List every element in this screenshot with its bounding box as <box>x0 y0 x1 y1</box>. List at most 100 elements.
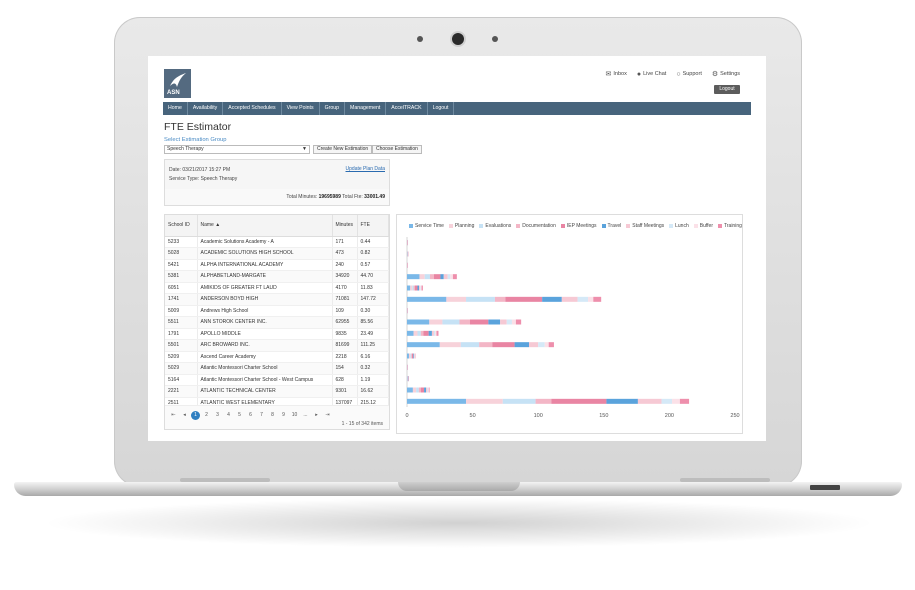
bar-segment[interactable] <box>506 319 512 325</box>
page-number-button[interactable]: 7 <box>260 412 263 418</box>
bar-segment[interactable] <box>428 387 430 393</box>
bar-segment[interactable] <box>502 398 536 404</box>
live-chat-link[interactable]: ● Live Chat <box>637 70 666 78</box>
bar-segment[interactable] <box>452 274 457 280</box>
nav-view-points[interactable]: View Points <box>282 102 320 115</box>
table-row[interactable]: 2221 ATLANTIC TECHNICAL CENTER 9301 16.62 <box>165 385 389 398</box>
col-fte[interactable]: FTE <box>357 215 389 237</box>
table-row[interactable]: 5209 Ascend Career Academy 2218 6.16 <box>165 351 389 363</box>
nav-home[interactable]: Home <box>163 102 188 115</box>
bar-segment[interactable] <box>593 296 602 302</box>
table-row[interactable]: 5501 ARC BROWARD INC. 81699 111.25 <box>165 339 389 352</box>
page-number-button[interactable]: 2 <box>205 412 208 418</box>
table-row[interactable]: 6051 AMIKIDS OF GREATER FT LAUD 4170 11.83 <box>165 282 389 294</box>
bar-segment[interactable] <box>407 285 411 291</box>
bar-segment[interactable] <box>420 285 422 291</box>
page-number-button[interactable]: 3 <box>216 412 219 418</box>
table-row[interactable]: 5381 ALPHABETLAND-MARGATE 34920 44.70 <box>165 270 389 283</box>
table-row[interactable]: 5164 Atlantic Montessori Charter School -… <box>165 374 389 386</box>
col-school-id[interactable]: School ID <box>165 215 198 237</box>
bar-segment[interactable] <box>661 398 673 404</box>
col-name[interactable]: Name ▲ <box>197 215 333 237</box>
legend-item[interactable]: Staff Meetings <box>626 223 664 229</box>
bar-segment[interactable] <box>588 296 594 302</box>
estimation-group-select[interactable]: Speech Therapy ▼ <box>164 145 310 154</box>
bar-segment[interactable] <box>460 342 480 348</box>
bar-segment[interactable] <box>431 330 434 336</box>
bar-segment[interactable] <box>419 274 425 280</box>
bar-segment[interactable] <box>459 319 470 325</box>
settings-link[interactable]: ⚙ Settings <box>712 70 740 78</box>
nav-group[interactable]: Group <box>320 102 345 115</box>
bar-segment[interactable] <box>529 342 539 348</box>
bar-segment[interactable] <box>407 296 447 302</box>
bar-segment[interactable] <box>672 398 680 404</box>
bar-segment[interactable] <box>488 319 501 325</box>
bar-segment[interactable] <box>413 285 415 291</box>
page-number-button[interactable]: 9 <box>282 412 285 418</box>
bar-segment[interactable] <box>505 296 543 302</box>
table-row[interactable]: 5009 Andrews High School 109 0.30 <box>165 305 389 317</box>
bar-segment[interactable] <box>466 296 495 302</box>
bar-segment[interactable] <box>542 296 562 302</box>
bar-segment[interactable] <box>413 330 418 336</box>
bar-segment[interactable] <box>577 296 589 302</box>
bar-segment[interactable] <box>511 319 516 325</box>
bar-segment[interactable] <box>446 296 467 302</box>
logout-button[interactable]: Logout <box>714 85 740 94</box>
bar-segment[interactable] <box>427 387 429 393</box>
bar-segment[interactable] <box>469 319 489 325</box>
table-row[interactable]: 1741 ANDERSON BOYD HIGH 71081 147.72 <box>165 293 389 306</box>
prev-page-button[interactable]: ◂ <box>183 412 186 418</box>
bar-segment[interactable] <box>407 342 440 348</box>
bar-segment[interactable] <box>551 398 607 404</box>
bar-segment[interactable] <box>500 319 507 325</box>
table-row[interactable]: 5029 Atlantic Montessori Charter School 15… <box>165 362 389 375</box>
bar-segment[interactable] <box>429 274 434 280</box>
bar-segment[interactable] <box>424 387 427 393</box>
bar-segment[interactable] <box>407 330 414 336</box>
bar-segment[interactable] <box>637 398 662 404</box>
bar-segment[interactable] <box>514 342 530 348</box>
bar-segment[interactable] <box>492 342 515 348</box>
bar-segment[interactable] <box>407 387 413 393</box>
bar-segment[interactable] <box>410 285 413 291</box>
bar-segment[interactable] <box>428 387 429 393</box>
bar-segment[interactable] <box>412 387 417 393</box>
nav-accepted-schedules[interactable]: Accepted Schedules <box>223 102 282 115</box>
page-number-button[interactable]: 6 <box>249 412 252 418</box>
bar-segment[interactable] <box>416 387 419 393</box>
bar-segment[interactable] <box>420 330 424 336</box>
bar-segment[interactable] <box>421 285 423 291</box>
bar-segment[interactable] <box>428 330 432 336</box>
page-number-button[interactable]: ... <box>303 412 308 418</box>
bar-segment[interactable] <box>494 296 506 302</box>
page-number-button[interactable]: 4 <box>227 412 230 418</box>
bar-segment[interactable] <box>407 353 409 359</box>
bar-segment[interactable] <box>417 330 421 336</box>
bar-segment[interactable] <box>443 274 448 280</box>
bar-segment[interactable] <box>440 274 444 280</box>
bar-segment[interactable] <box>408 353 411 359</box>
bar-segment[interactable] <box>442 319 460 325</box>
legend-item[interactable]: Planning <box>448 223 474 229</box>
bar-segment[interactable] <box>435 330 437 336</box>
bar-segment[interactable] <box>515 319 522 325</box>
bar-segment[interactable] <box>466 398 503 404</box>
legend-item[interactable]: Lunch <box>669 223 689 229</box>
bar-segment[interactable] <box>433 330 436 336</box>
bar-segment[interactable] <box>411 353 414 359</box>
bar-segment[interactable] <box>417 285 420 291</box>
bar-segment[interactable] <box>419 285 421 291</box>
bar-segment[interactable] <box>413 353 415 359</box>
bar-segment[interactable] <box>679 398 690 404</box>
last-page-button[interactable]: ⇥ <box>325 412 330 418</box>
bar-segment[interactable] <box>479 342 493 348</box>
legend-item[interactable]: Training <box>718 223 742 229</box>
choose-estimation-button[interactable]: Choose Estimation <box>372 145 422 154</box>
table-row[interactable]: 5233 Academic Solutions Academy - A 171 0.4… <box>165 236 389 248</box>
bar-segment[interactable] <box>429 319 443 325</box>
legend-item[interactable]: Buffer <box>693 223 713 229</box>
page-number-button[interactable]: 1 <box>191 411 200 420</box>
update-plan-link[interactable]: Update Plan Data <box>345 166 385 172</box>
